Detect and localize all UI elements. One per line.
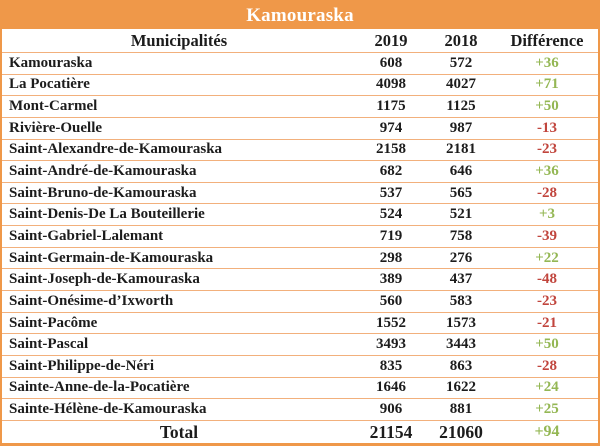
municipality-name: Saint-Pacôme <box>9 314 98 331</box>
value-2019: 608 <box>379 54 403 71</box>
value-2019: 2158 <box>376 141 406 158</box>
difference-value: +50 <box>535 336 559 353</box>
difference-value: +36 <box>535 163 559 180</box>
value-2018: 276 <box>449 249 473 266</box>
column-header-2018: 2018 <box>444 30 478 50</box>
total-row: Total 21154 21060 +94 <box>2 421 598 443</box>
difference-value: +36 <box>535 54 559 71</box>
value-2018: 646 <box>449 163 473 180</box>
table-row: Saint-Gabriel-Lalemant 719 758 -39 <box>2 226 598 248</box>
table-title: Kamouraska <box>2 2 598 29</box>
total-label: Total <box>159 421 199 442</box>
difference-value: -28 <box>537 357 557 374</box>
value-2018: 987 <box>449 119 473 136</box>
municipality-name: Sainte-Anne-de-la-Pocatière <box>9 379 190 396</box>
table-row: Saint-Joseph-de-Kamouraska 389 437 -48 <box>2 269 598 292</box>
municipality-name: Kamouraska <box>9 54 93 71</box>
difference-value: +24 <box>535 379 559 396</box>
value-2018: 521 <box>449 206 473 223</box>
municipality-name: Mont-Carmel <box>9 98 98 115</box>
municipality-name: Saint-Germain-de-Kamouraska <box>9 249 214 266</box>
municipality-name: Saint-Onésime-d’Ixworth <box>9 292 174 309</box>
value-2019: 560 <box>379 292 403 309</box>
value-2018: 2181 <box>446 141 476 158</box>
table-row: Rivière-Ouelle 974 987 -13 <box>2 118 598 140</box>
value-2018: 881 <box>449 401 473 418</box>
municipality-name: Saint-Bruno-de-Kamouraska <box>9 184 197 201</box>
value-2019: 1552 <box>376 314 406 331</box>
municipality-name: Saint-Pascal <box>9 336 89 353</box>
difference-value: +22 <box>535 249 559 266</box>
table-row: Saint-Philippe-de-Néri 835 863 -28 <box>2 356 598 378</box>
table-row: Mont-Carmel 1175 1125 +50 <box>2 96 598 118</box>
value-2019: 298 <box>379 249 403 266</box>
value-2019: 3493 <box>376 336 406 353</box>
value-2019: 1646 <box>376 379 406 396</box>
table-row: Saint-Alexandre-de-Kamouraska 2158 2181 … <box>2 140 598 162</box>
value-2018: 437 <box>449 271 473 288</box>
column-header-2019: 2019 <box>374 30 408 50</box>
difference-value: -48 <box>537 271 557 288</box>
table-body: Kamouraska 608 572 +36 La Pocatière 4098… <box>2 53 598 421</box>
value-2018: 4027 <box>446 76 476 93</box>
municipality-name: Saint-Alexandre-de-Kamouraska <box>9 141 223 158</box>
table-row: Sainte-Anne-de-la-Pocatière 1646 1622 +2… <box>2 378 598 400</box>
table-row: Saint-André-de-Kamouraska 682 646 +36 <box>2 161 598 183</box>
total-difference-value: +94 <box>534 423 560 440</box>
municipality-name: Saint-Denis-De La Bouteillerie <box>9 206 205 223</box>
value-2018: 572 <box>449 54 473 71</box>
difference-value: +50 <box>535 98 559 115</box>
municipality-name: La Pocatière <box>9 76 90 93</box>
table-row: Saint-Pascal 3493 3443 +50 <box>2 334 598 356</box>
difference-value: -21 <box>537 314 557 331</box>
value-2019: 4098 <box>376 76 406 93</box>
value-2019: 1175 <box>376 98 406 115</box>
municipality-name: Saint-Philippe-de-Néri <box>9 357 154 374</box>
total-value-2019: 21154 <box>369 421 413 442</box>
column-header-municipalites: Municipalités <box>130 30 228 50</box>
value-2018: 1573 <box>446 314 476 331</box>
table-row: Saint-Onésime-d’Ixworth 560 583 -23 <box>2 291 598 313</box>
value-2019: 719 <box>379 227 403 244</box>
total-value-2018: 21060 <box>439 421 483 442</box>
difference-value: -23 <box>537 292 557 309</box>
difference-value: +25 <box>535 401 559 418</box>
difference-value: -28 <box>537 184 557 201</box>
value-2019: 389 <box>379 271 403 288</box>
value-2018: 1125 <box>446 98 476 115</box>
municipality-name: Saint-Gabriel-Lalemant <box>9 227 164 244</box>
municipality-name: Saint-André-de-Kamouraska <box>9 163 197 180</box>
municipality-name: Saint-Joseph-de-Kamouraska <box>9 271 200 288</box>
table-row: Sainte-Hélène-de-Kamouraska 906 881 +25 <box>2 399 598 421</box>
value-2019: 906 <box>379 401 403 418</box>
value-2018: 758 <box>449 227 473 244</box>
table-row: Saint-Denis-De La Bouteillerie 524 521 +… <box>2 204 598 227</box>
value-2019: 835 <box>379 357 403 374</box>
table-row: La Pocatière 4098 4027 +71 <box>2 75 598 97</box>
table-row: Saint-Pacôme 1552 1573 -21 <box>2 313 598 335</box>
value-2019: 974 <box>379 119 403 136</box>
municipality-name: Rivière-Ouelle <box>9 119 103 136</box>
municipality-name: Sainte-Hélène-de-Kamouraska <box>9 401 207 418</box>
value-2018: 863 <box>449 357 473 374</box>
value-2019: 524 <box>379 206 403 223</box>
value-2018: 1622 <box>446 379 476 396</box>
difference-value: -13 <box>537 119 557 136</box>
table-row: Saint-Bruno-de-Kamouraska 537 565 -28 <box>2 183 598 205</box>
value-2018: 583 <box>449 292 473 309</box>
value-2019: 537 <box>379 184 403 201</box>
table-header-row: Municipalités 2019 2018 Différence <box>2 29 598 53</box>
difference-value: +3 <box>538 206 556 223</box>
value-2018: 3443 <box>446 336 476 353</box>
difference-value: -39 <box>537 227 557 244</box>
value-2018: 565 <box>449 184 473 201</box>
difference-value: -23 <box>537 141 557 158</box>
column-header-difference: Différence <box>510 30 584 50</box>
table-row: Kamouraska 608 572 +36 <box>2 53 598 75</box>
difference-value: +71 <box>535 76 559 93</box>
table-row: Saint-Germain-de-Kamouraska 298 276 +22 <box>2 248 598 270</box>
value-2019: 682 <box>379 163 403 180</box>
